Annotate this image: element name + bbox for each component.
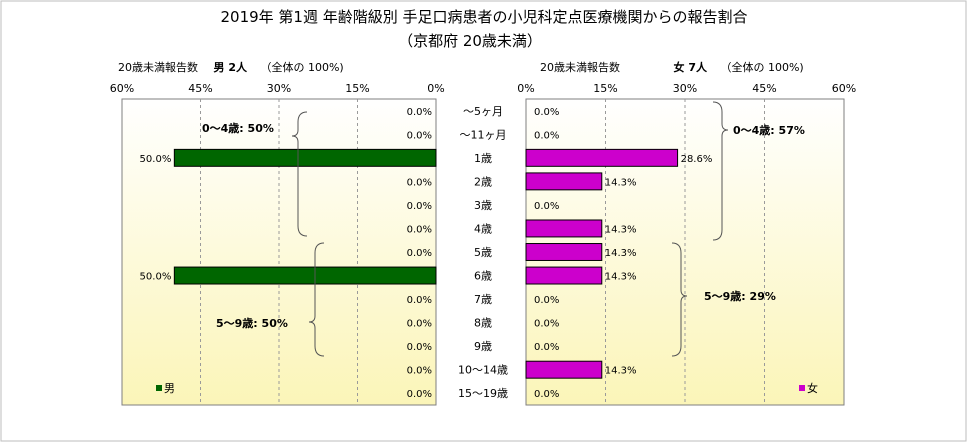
female-bar	[525, 219, 603, 238]
male-data-label: 0.0%	[407, 224, 432, 235]
left-axis-title: 20歳未満報告数 男 2人 （全体の 100%)	[118, 60, 344, 74]
left-axis-tick-label: 0%	[427, 82, 444, 95]
category-label: ～11ヶ月	[460, 128, 507, 141]
male-data-label: 0.0%	[407, 389, 432, 400]
legend-male-label: 男	[164, 382, 175, 395]
category-label: 2歳	[474, 175, 492, 188]
female-bar	[525, 266, 603, 285]
female-data-label: 14.3%	[605, 177, 637, 188]
legend-male: 男	[156, 382, 175, 395]
female-data-label: 0.0%	[534, 107, 559, 118]
female-bar	[525, 243, 603, 261]
annotation-male-0-4: 0～4歳: 50%	[202, 121, 274, 135]
brace-male-0-4	[291, 111, 308, 237]
male-bar	[173, 148, 437, 167]
female-bar	[525, 148, 679, 167]
left-axis-tick-label: 15%	[345, 82, 369, 95]
category-label: 1歳	[474, 152, 492, 165]
legend-female-label: 女	[807, 381, 818, 395]
category-label: 4歳	[474, 222, 492, 235]
male-data-label: 0.0%	[407, 319, 432, 330]
category-label: 9歳	[474, 340, 492, 353]
male-data-label: 0.0%	[407, 201, 432, 212]
female-data-label: 0.0%	[534, 295, 559, 306]
male-data-label: 0.0%	[407, 366, 432, 377]
female-bar	[525, 360, 603, 379]
female-data-label: 0.0%	[534, 319, 559, 330]
category-label: ～5ヶ月	[463, 105, 503, 118]
category-label: 10～14歳	[458, 364, 508, 377]
female-data-label: 28.6%	[681, 154, 713, 165]
category-label: 6歳	[474, 270, 492, 283]
female-bar	[525, 172, 603, 191]
left-axis-tick-label: 30%	[267, 82, 291, 95]
category-label: 15～19歳	[458, 387, 508, 400]
female-data-label: 0.0%	[534, 389, 559, 400]
female-data-label: 14.3%	[605, 366, 637, 377]
legend-female-swatch	[799, 385, 805, 391]
right-axis-tick-label: 60%	[832, 82, 856, 95]
female-data-label: 14.3%	[605, 248, 637, 259]
right-axis-tick-label: 45%	[752, 82, 776, 95]
category-label: 5歳	[474, 246, 492, 259]
right-axis-title: 20歳未満報告数 女 7人 （全体の 100%)	[540, 60, 804, 74]
legend-male-swatch	[156, 385, 162, 391]
left-axis-tick-label: 60%	[110, 82, 134, 95]
male-data-label: 0.0%	[407, 248, 432, 259]
chart-title: 2019年 第1週 年齢階級別 手足口病患者の小児科定点医療機関からの報告割合	[220, 8, 747, 26]
male-data-label: 0.0%	[407, 342, 432, 353]
left-axis-tick-label: 45%	[188, 82, 212, 95]
brace-female-0-4	[712, 101, 729, 241]
female-data-label: 0.0%	[534, 342, 559, 353]
brace-female-5-9	[671, 242, 688, 357]
male-bar	[173, 266, 437, 285]
right-axis-tick-label: 0%	[517, 82, 534, 95]
male-data-label: 50.0%	[140, 272, 172, 283]
right-axis-tick-label: 15%	[593, 82, 617, 95]
chart-subtitle: （京都府 20歳未満）	[398, 32, 542, 50]
male-data-label: 0.0%	[407, 177, 432, 188]
female-data-label: 14.3%	[605, 272, 637, 283]
annotation-female-5-9: 5～9歳: 29%	[704, 289, 776, 303]
category-label: 3歳	[474, 199, 492, 212]
female-data-label: 0.0%	[534, 130, 559, 141]
male-data-label: 50.0%	[140, 154, 172, 165]
category-label: 8歳	[474, 317, 492, 330]
female-data-label: 14.3%	[605, 224, 637, 235]
male-data-label: 0.0%	[407, 107, 432, 118]
category-label: 7歳	[474, 293, 492, 306]
annotation-male-5-9: 5～9歳: 50%	[216, 316, 288, 330]
female-data-label: 0.0%	[534, 201, 559, 212]
male-data-label: 0.0%	[407, 295, 432, 306]
legend-female: 女	[799, 381, 818, 395]
right-axis-tick-label: 30%	[673, 82, 697, 95]
male-data-label: 0.0%	[407, 130, 432, 141]
annotation-female-0-4: 0～4歳: 57%	[733, 123, 805, 137]
brace-male-5-9	[308, 242, 325, 357]
